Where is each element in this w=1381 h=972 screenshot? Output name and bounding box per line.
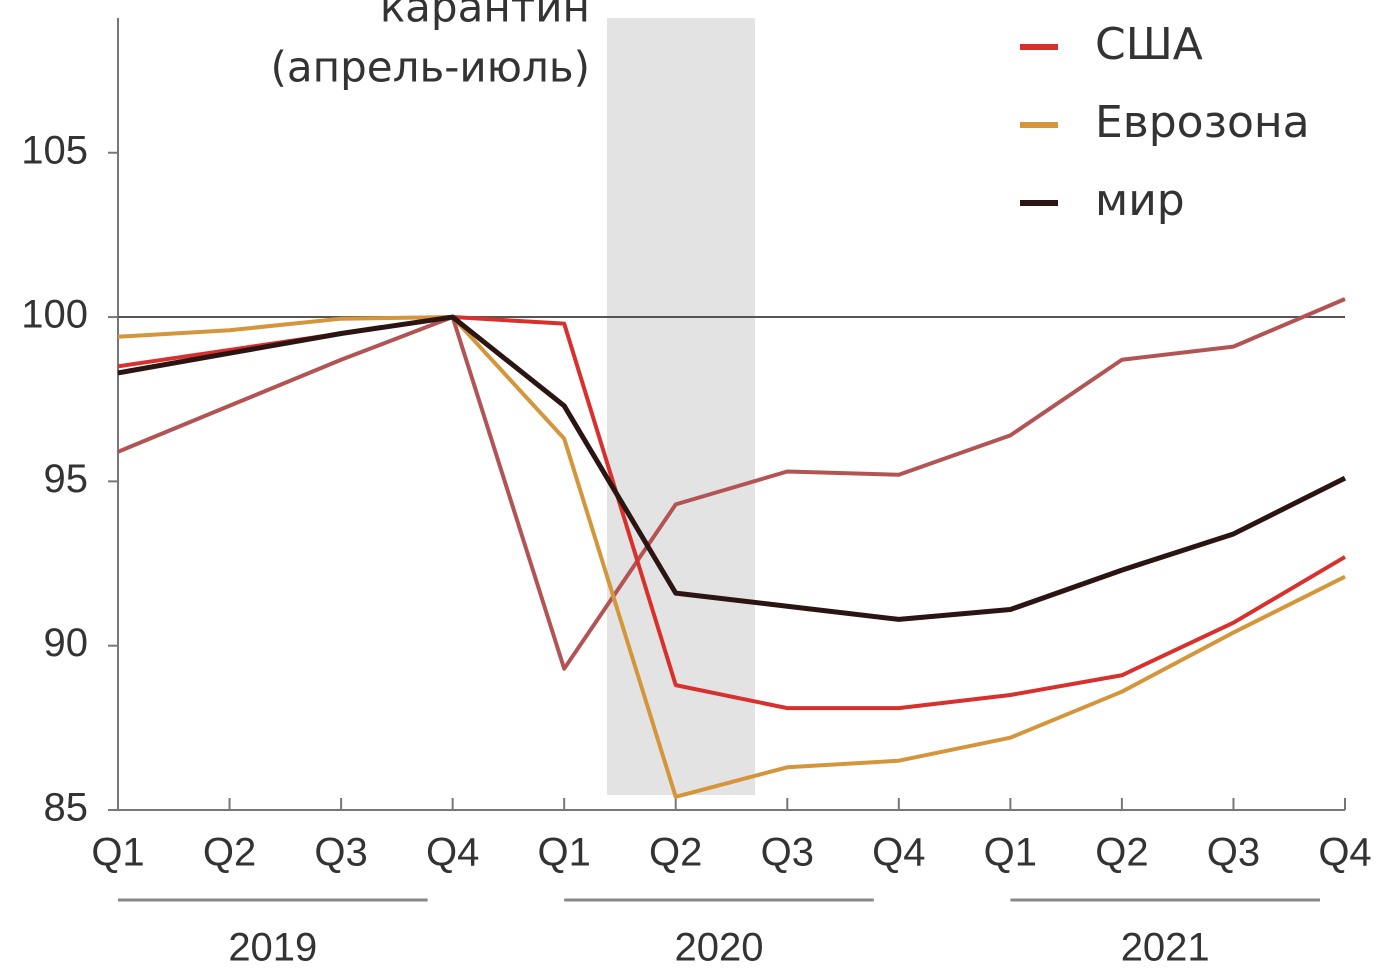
- x-tick-label: Q2: [203, 831, 256, 875]
- x-tick-label: Q2: [649, 831, 702, 875]
- x-tick-label: Q3: [761, 831, 814, 875]
- y-tick-label: 85: [44, 786, 89, 830]
- series-line: [117, 314, 1347, 622]
- annotation: карантин: [380, 0, 590, 32]
- year-label: 2019: [228, 926, 317, 970]
- series-line: [117, 297, 1346, 671]
- legend-label: мир: [1095, 175, 1185, 226]
- y-tick-label: 105: [21, 128, 88, 172]
- y-tick-label: 90: [44, 621, 89, 665]
- x-tick-label: Q3: [314, 831, 367, 875]
- x-tick-label: Q1: [984, 831, 1037, 875]
- series-line: [117, 315, 1346, 799]
- x-tick-label: Q4: [426, 831, 479, 875]
- legend-label: США: [1095, 19, 1203, 70]
- annotation: (апрель-июль): [271, 43, 590, 92]
- quarantine-band: [607, 18, 755, 795]
- x-tick-label: Q3: [1207, 831, 1260, 875]
- x-tick-label: Q4: [872, 831, 925, 875]
- y-tick-label: 100: [21, 293, 88, 337]
- x-tick-label: Q1: [538, 831, 591, 875]
- year-label: 2020: [675, 926, 764, 970]
- x-tick-label: Q1: [91, 831, 144, 875]
- year-label: 2021: [1121, 926, 1210, 970]
- x-tick-label: Q2: [1095, 831, 1148, 875]
- x-tick-label: Q4: [1318, 831, 1371, 875]
- y-tick-label: 95: [44, 457, 89, 501]
- legend-label: Еврозона: [1095, 97, 1310, 148]
